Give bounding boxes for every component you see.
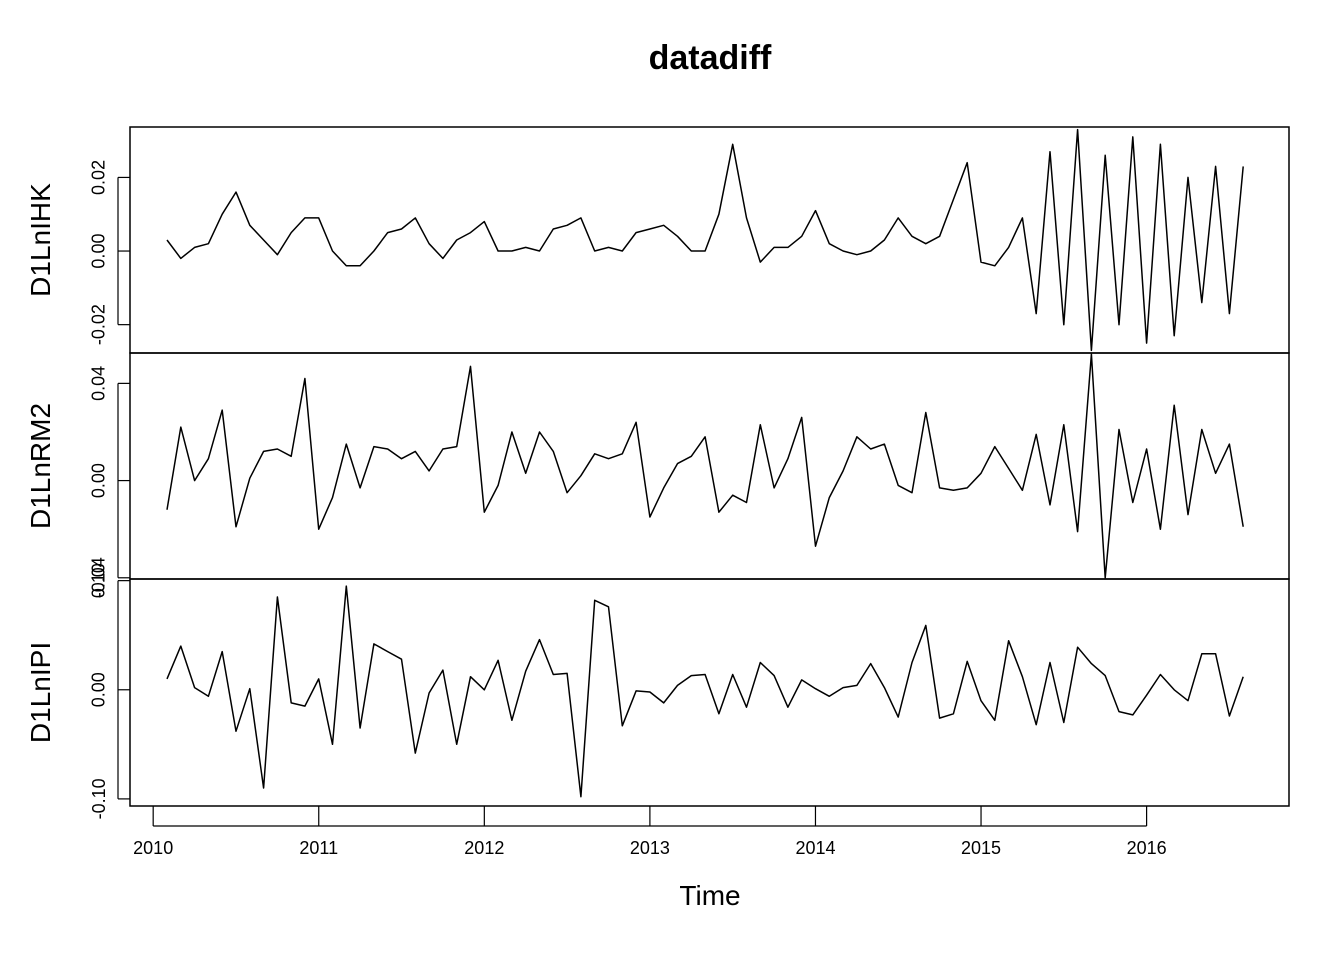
panel-D1LnIHK: -0.02 0.00 0.02 D1LnIHK <box>25 126 1290 354</box>
series-label: D1LnIHK <box>25 183 56 297</box>
x-tick-label: 2012 <box>464 838 504 858</box>
x-axis-label: Time <box>679 880 740 911</box>
panel-D1LnRM2: -0.04 0.00 0.04 D1LnRM2 <box>25 352 1290 598</box>
series-label: D1LnIPI <box>25 642 56 743</box>
panel-D1LnIPI: -0.10 0.00 0.10 D1LnIPI <box>25 563 1290 819</box>
panels: -0.02 0.00 0.02 D1LnIHK -0.04 0.00 0.04 D1LnRM2… <box>25 126 1290 819</box>
y-tick-label: 0.10 <box>89 563 109 598</box>
x-tick-label: 2015 <box>961 838 1001 858</box>
x-tick-label: 2014 <box>795 838 835 858</box>
y-tick-label: 0.00 <box>89 234 109 269</box>
y-tick-label: -0.10 <box>89 778 109 819</box>
series-line-D1LnIHK <box>166 128 1244 352</box>
y-tick-label: -0.02 <box>89 304 109 345</box>
x-tick-label: 2011 <box>299 838 338 858</box>
x-tick-label: 2016 <box>1127 838 1167 858</box>
y-tick-label: 0.00 <box>89 672 109 707</box>
x-tick-label: 2013 <box>630 838 670 858</box>
y-tick-label: -0.04 <box>89 557 109 598</box>
x-axis: 2010 2011 2012 2013 2014 2015 2016 <box>133 806 1167 858</box>
x-tick-label: 2010 <box>133 838 173 858</box>
series-label: D1LnRM2 <box>25 403 56 529</box>
series-line-D1LnRM2 <box>166 353 1244 579</box>
y-tick-label: 0.02 <box>89 160 109 195</box>
y-tick-label: 0.04 <box>89 366 109 401</box>
panel-frame <box>129 578 1290 807</box>
chart-title: datadiff <box>649 39 772 77</box>
y-tick-label: 0.00 <box>89 463 109 498</box>
series-line-D1LnIPI <box>166 585 1244 798</box>
